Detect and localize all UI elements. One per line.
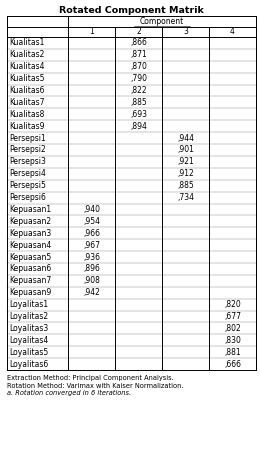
Text: Rotation Method: Varimax with Kaiser Normalization.: Rotation Method: Varimax with Kaiser Nor… — [7, 382, 184, 389]
Text: Kepuasan1: Kepuasan1 — [9, 205, 51, 214]
Text: Kualitas4: Kualitas4 — [9, 62, 44, 71]
Text: ,802: ,802 — [224, 324, 241, 333]
Text: ,822: ,822 — [130, 86, 147, 95]
Text: Kepuasan2: Kepuasan2 — [9, 217, 51, 226]
Text: ,866: ,866 — [130, 39, 147, 48]
Text: Persepsi5: Persepsi5 — [9, 181, 46, 190]
Text: Component: Component — [140, 17, 184, 26]
Text: ,896: ,896 — [83, 265, 100, 274]
Text: Loyalitas6: Loyalitas6 — [9, 360, 48, 369]
Text: Kualitas2: Kualitas2 — [9, 50, 44, 59]
Text: ,966: ,966 — [83, 229, 100, 238]
Text: ,693: ,693 — [130, 110, 147, 119]
Text: Kualitas9: Kualitas9 — [9, 122, 44, 131]
Text: ,901: ,901 — [177, 145, 194, 154]
Text: Loyalitas5: Loyalitas5 — [9, 347, 48, 357]
Text: ,942: ,942 — [83, 288, 100, 297]
Text: ,885: ,885 — [177, 181, 194, 190]
Text: Kualitas8: Kualitas8 — [9, 110, 44, 119]
Text: Persepsi3: Persepsi3 — [9, 157, 46, 166]
Text: Loyalitas2: Loyalitas2 — [9, 312, 48, 321]
Text: ,790: ,790 — [130, 74, 147, 83]
Text: ,820: ,820 — [224, 300, 241, 309]
Text: ,944: ,944 — [177, 134, 194, 143]
Text: ,894: ,894 — [130, 122, 147, 131]
Text: ,967: ,967 — [83, 241, 100, 250]
Text: ,871: ,871 — [130, 50, 147, 59]
Text: 2: 2 — [136, 28, 141, 37]
Text: ,912: ,912 — [177, 169, 194, 178]
Text: ,885: ,885 — [130, 98, 147, 107]
Text: 3: 3 — [183, 28, 188, 37]
Text: Kepuasan6: Kepuasan6 — [9, 265, 51, 274]
Text: ,677: ,677 — [224, 312, 241, 321]
Text: Kualitas1: Kualitas1 — [9, 39, 44, 48]
Text: ,908: ,908 — [83, 276, 100, 285]
Text: Kepuasan9: Kepuasan9 — [9, 288, 51, 297]
Text: Loyalitas3: Loyalitas3 — [9, 324, 48, 333]
Text: ,921: ,921 — [177, 157, 194, 166]
Text: Extraction Method: Principal Component Analysis.: Extraction Method: Principal Component A… — [7, 375, 174, 381]
Text: Kualitas7: Kualitas7 — [9, 98, 44, 107]
Text: Persepsi6: Persepsi6 — [9, 193, 46, 202]
Text: 1: 1 — [89, 28, 94, 37]
Text: ,940: ,940 — [83, 205, 100, 214]
Text: ,734: ,734 — [177, 193, 194, 202]
Text: ,936: ,936 — [83, 252, 100, 261]
Text: Kualitas6: Kualitas6 — [9, 86, 44, 95]
Text: ,666: ,666 — [224, 360, 241, 369]
Text: ,870: ,870 — [130, 62, 147, 71]
Text: Persepsi2: Persepsi2 — [9, 145, 46, 154]
Text: a. Rotation converged in 6 iterations.: a. Rotation converged in 6 iterations. — [7, 390, 131, 396]
Text: Loyalitas1: Loyalitas1 — [9, 300, 48, 309]
Text: Persepsi4: Persepsi4 — [9, 169, 46, 178]
Text: Kualitas5: Kualitas5 — [9, 74, 44, 83]
Text: Kepuasan3: Kepuasan3 — [9, 229, 51, 238]
Text: ,954: ,954 — [83, 217, 100, 226]
Text: Loyalitas4: Loyalitas4 — [9, 336, 48, 345]
Text: Persepsi1: Persepsi1 — [9, 134, 46, 143]
Text: Rotated Component Matrik: Rotated Component Matrik — [59, 6, 204, 15]
Text: ,830: ,830 — [224, 336, 241, 345]
Text: ,881: ,881 — [224, 347, 241, 357]
Text: Kepuasan7: Kepuasan7 — [9, 276, 51, 285]
Text: Kepuasan4: Kepuasan4 — [9, 241, 51, 250]
Text: 4: 4 — [230, 28, 235, 37]
Text: Kepuasan5: Kepuasan5 — [9, 252, 51, 261]
